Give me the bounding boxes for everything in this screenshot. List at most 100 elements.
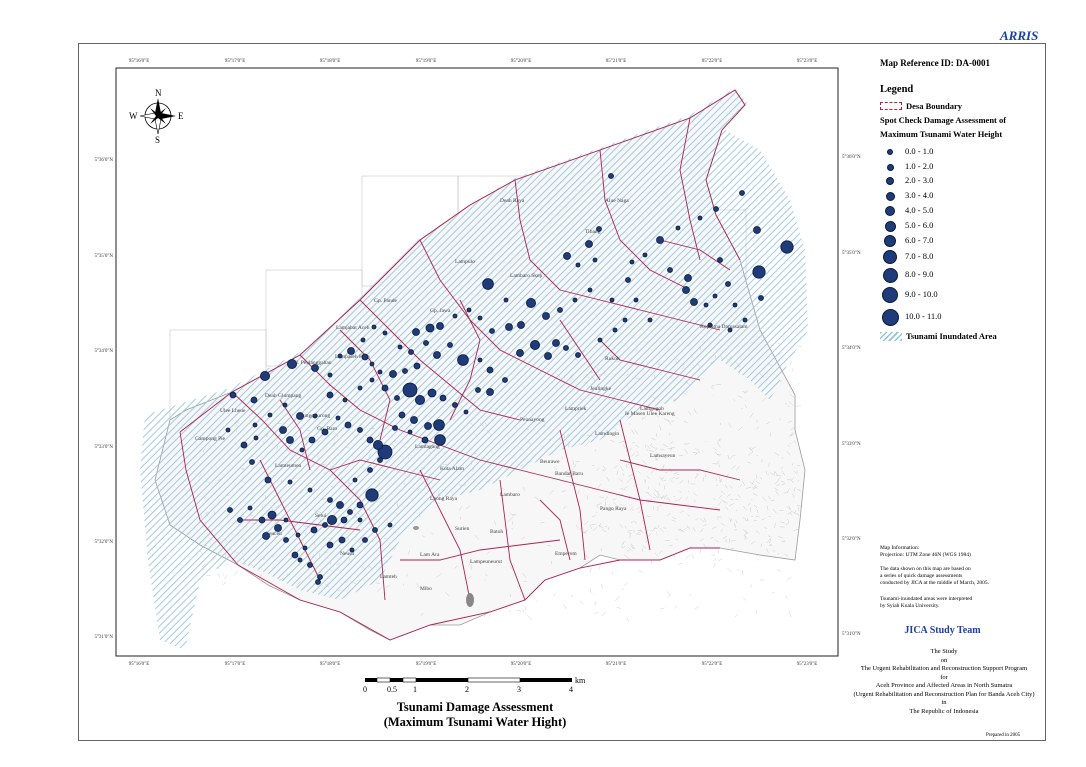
damage-point [475, 387, 481, 393]
study-line: for [940, 673, 948, 681]
compass-rose: N S E W [129, 88, 184, 145]
texture-line [745, 520, 749, 522]
grid-label-left: 5°32'0"N [94, 540, 113, 545]
place-name: Beurawe [540, 459, 560, 465]
texture-line [756, 419, 758, 423]
texture-line [717, 439, 722, 442]
damage-point [503, 297, 509, 303]
texture-line [595, 511, 597, 514]
grid-label-right: 5°36'0"N [842, 155, 861, 160]
damage-point [758, 295, 764, 301]
texture-line [649, 450, 655, 452]
texture-line [563, 604, 567, 609]
texture-line [631, 429, 635, 435]
damage-point [340, 516, 348, 524]
texture-line [718, 494, 722, 499]
texture-line [742, 528, 748, 534]
texture-line [783, 540, 786, 542]
legend-spot-title-1: Spot Check Damage Assessment of [880, 115, 1007, 125]
texture-line [676, 477, 680, 480]
damage-point [336, 501, 344, 509]
texture-line [445, 591, 450, 597]
texture-line [752, 486, 758, 490]
texture-line [408, 550, 410, 555]
texture-line [794, 510, 796, 514]
texture-line [619, 523, 624, 528]
grid-label-bottom: 95°16'0"E [129, 662, 150, 667]
texture-line [647, 486, 649, 490]
texture-line [667, 419, 672, 425]
texture-line [727, 454, 729, 459]
texture-line [788, 505, 791, 511]
damage-point [372, 527, 378, 533]
texture-line [738, 426, 743, 431]
damage-point [352, 477, 358, 483]
texture-line [504, 607, 507, 610]
texture-line [743, 505, 748, 511]
damage-point [447, 342, 453, 348]
texture-line [459, 516, 461, 520]
texture-line [731, 465, 737, 469]
texture-line [633, 484, 635, 487]
damage-point [337, 353, 343, 359]
legend-class-symbol [882, 287, 898, 303]
texture-line [769, 432, 771, 437]
texture-line [793, 471, 798, 474]
legend-boundary: Desa Boundary [880, 101, 962, 111]
texture-line [620, 466, 624, 472]
damage-point [315, 579, 321, 585]
texture-line [688, 479, 689, 484]
texture-line [720, 522, 726, 527]
place-name: Rukoh [605, 356, 620, 362]
damage-point [414, 394, 425, 405]
texture-line [608, 560, 613, 565]
texture-line [516, 609, 522, 612]
legend-inundated: Tsunami Inundated Area [880, 331, 997, 341]
texture-line [703, 524, 707, 526]
legend-class-label: 4.0 - 5.0 [905, 205, 934, 215]
damage-point [321, 428, 329, 436]
texture-line [753, 505, 758, 508]
texture-line [727, 567, 732, 573]
texture-line [488, 612, 492, 617]
texture-line [611, 571, 613, 575]
texture-line [792, 368, 794, 372]
map-reference-id: Map Reference ID: DA-0001 [880, 58, 991, 68]
texture-line [768, 495, 771, 500]
damage-point [742, 317, 748, 323]
texture-line [522, 573, 527, 579]
texture-line [712, 526, 717, 530]
texture-line [687, 513, 690, 517]
texture-line [729, 517, 732, 522]
legend-inundated-label: Tsunami Inundated Area [906, 331, 997, 341]
texture-line [647, 445, 650, 450]
damage-point [317, 574, 323, 580]
texture-line [717, 550, 720, 554]
damage-point [356, 501, 364, 509]
texture-line [484, 573, 488, 577]
damage-point [282, 402, 288, 408]
damage-point [412, 328, 420, 336]
damage-point [452, 402, 458, 408]
legend-class-symbol [887, 149, 893, 155]
texture-line [793, 512, 798, 515]
place-name: Emperom [555, 551, 577, 557]
texture-line [669, 478, 673, 483]
place-name: Deah Glumpang [265, 393, 301, 399]
texture-line [621, 546, 626, 548]
texture-line [761, 518, 766, 521]
texture-line [699, 538, 704, 542]
texture-line [612, 498, 617, 500]
texture-line [723, 501, 728, 504]
texture-line [685, 554, 691, 559]
texture-line [523, 580, 527, 582]
scale-tick-label: 4 [569, 685, 573, 694]
texture-line [726, 473, 729, 478]
texture-line [630, 543, 635, 548]
texture-line [725, 484, 728, 489]
grid-label-left: 5°31'0"N [94, 635, 113, 640]
texture-line [785, 522, 790, 526]
texture-line [773, 508, 777, 514]
damage-point [361, 353, 369, 361]
texture-line [590, 588, 592, 593]
